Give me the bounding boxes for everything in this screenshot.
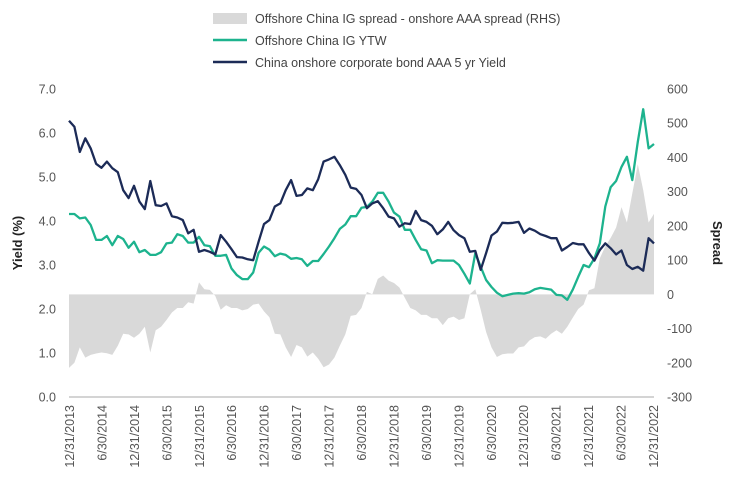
x-tick: 12/31/2016	[258, 405, 272, 468]
y-axis-left: 7.0 6.0 5.0 4.0 3.0 2.0 1.0 0.0	[39, 83, 56, 405]
x-tick: 6/30/2020	[485, 405, 499, 461]
y-tick-right: -300	[667, 391, 692, 405]
y-tick-left: 7.0	[39, 83, 56, 97]
line-ytw	[69, 108, 655, 301]
x-tick: 12/31/2019	[452, 405, 466, 468]
y-axis-right: 600 500 400 300 200 100 0 -100 -200 -300	[667, 83, 692, 405]
x-tick: 6/30/2019	[420, 405, 434, 461]
y-tick-right: 0	[667, 288, 674, 302]
x-tick: 6/30/2016	[225, 405, 239, 461]
x-tick: 6/30/2014	[95, 405, 109, 461]
y-tick-left: 6.0	[39, 127, 56, 141]
y-tick-left: 0.0	[39, 391, 56, 405]
y-tick-left: 4.0	[39, 215, 56, 229]
x-tick: 12/31/2014	[128, 405, 142, 468]
x-tick: 6/30/2021	[550, 405, 564, 461]
x-axis: 12/31/2013 6/30/2014 12/31/2014 6/30/2015 12…	[63, 405, 661, 468]
y-tick-left: 1.0	[39, 347, 56, 361]
y-tick-left: 3.0	[39, 259, 56, 273]
area-spread	[69, 164, 654, 368]
y-tick-right: 300	[667, 185, 688, 199]
y-axis-right-title: Spread	[710, 221, 725, 265]
legend-swatch-spread	[213, 13, 247, 24]
y-tick-right: -100	[667, 322, 692, 336]
legend: Offshore China IG spread - onshore AAA s…	[213, 12, 560, 70]
x-tick: 6/30/2018	[355, 405, 369, 461]
y-tick-left: 5.0	[39, 171, 56, 185]
legend-label-onshore: China onshore corporate bond AAA 5 yr Yi…	[255, 56, 506, 70]
y-tick-right: 100	[667, 254, 688, 268]
legend-label-ytw: Offshore China IG YTW	[255, 34, 387, 48]
x-tick: 12/31/2022	[647, 405, 661, 468]
y-tick-left: 2.0	[39, 303, 56, 317]
y-tick-right: 400	[667, 151, 688, 165]
x-tick: 12/31/2013	[63, 405, 77, 468]
legend-label-spread: Offshore China IG spread - onshore AAA s…	[255, 12, 560, 26]
x-tick: 6/30/2017	[290, 405, 304, 461]
series-spread	[69, 164, 654, 368]
x-tick: 12/31/2018	[387, 405, 401, 468]
y-tick-right: 500	[667, 117, 688, 131]
x-tick: 12/31/2015	[193, 405, 207, 468]
series-ytw	[69, 108, 655, 301]
x-tick: 12/31/2020	[517, 405, 531, 468]
y-tick-right: -200	[667, 356, 692, 370]
y-tick-right: 200	[667, 219, 688, 233]
y-tick-right: 600	[667, 83, 688, 97]
x-tick: 6/30/2022	[615, 405, 629, 461]
line-onshore	[68, 119, 655, 272]
plot-area	[68, 108, 655, 368]
x-tick: 12/31/2017	[323, 405, 337, 468]
series-onshore	[68, 119, 655, 272]
y-axis-left-title: Yield (%)	[10, 216, 25, 270]
x-tick: 6/30/2015	[160, 405, 174, 461]
x-tick: 12/31/2021	[582, 405, 596, 468]
